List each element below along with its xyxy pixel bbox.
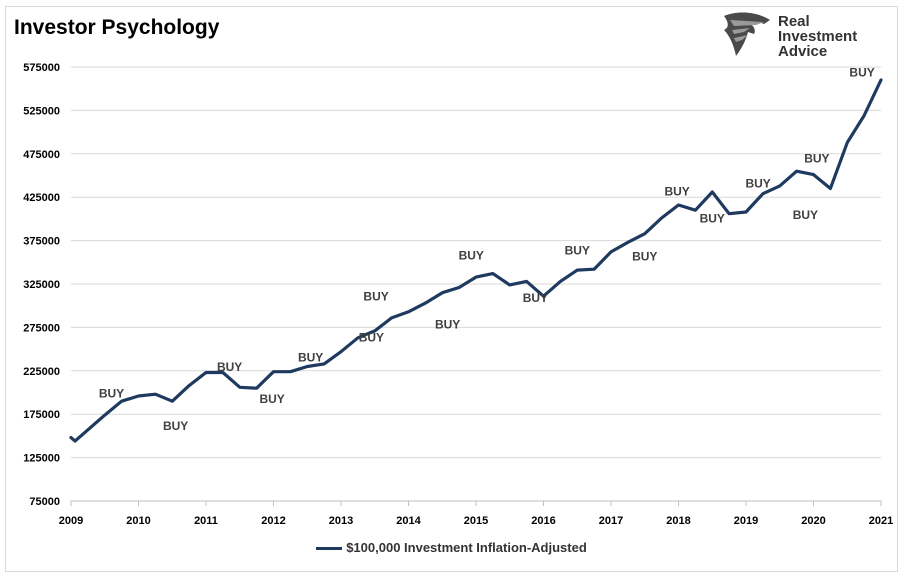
buy-annotation: BUY <box>298 350 323 364</box>
eagle-head-icon <box>724 12 770 56</box>
y-tick-label: 275000 <box>23 322 60 334</box>
y-tick-label: 325000 <box>23 279 60 291</box>
buy-annotation: BUY <box>700 211 725 225</box>
x-tick-label: 2015 <box>464 515 488 527</box>
x-tick-label: 2018 <box>666 515 690 527</box>
y-tick-label: 575000 <box>23 62 60 74</box>
x-tick-label: 2011 <box>194 515 218 527</box>
y-tick-label: 225000 <box>23 366 60 378</box>
buy-annotation: BUY <box>745 177 770 191</box>
buy-annotation: BUY <box>849 66 874 80</box>
buy-annotations: BUY BUY BUY BUY BUY BUY BUY BUY BUY BUY BUY BUY BUY B… <box>99 66 875 433</box>
y-tick-label: 475000 <box>23 149 60 161</box>
buy-annotation: BUY <box>793 208 818 222</box>
y-tick-label: 375000 <box>23 236 60 248</box>
buy-annotation: BUY <box>804 151 829 165</box>
buy-annotation: BUY <box>435 317 460 331</box>
y-axis-ticks: 75000 125000 175000 225000 275000 325000 37500… <box>23 62 60 508</box>
buy-annotation: BUY <box>163 419 188 433</box>
gridlines <box>71 66 881 459</box>
y-tick-label: 175000 <box>23 409 60 421</box>
brand-logo: Real Investment Advice <box>718 10 878 60</box>
buy-annotation: BUY <box>259 392 284 406</box>
buy-annotation: BUY <box>565 243 590 257</box>
buy-annotation: BUY <box>359 330 384 344</box>
x-tick-label: 2020 <box>801 515 825 527</box>
x-tick-label: 2010 <box>126 515 150 527</box>
x-tick-label: 2016 <box>531 515 555 527</box>
x-tick-label: 2014 <box>396 515 421 527</box>
series-layer <box>69 78 883 443</box>
buy-annotation: BUY <box>99 387 124 401</box>
series-line <box>69 78 883 443</box>
legend-series-label: $100,000 Investment Inflation-Adjusted <box>346 540 587 555</box>
x-tick-label: 2012 <box>261 515 285 527</box>
buy-annotation: BUY <box>363 289 388 303</box>
buy-annotation: BUY <box>217 360 242 374</box>
legend-swatch <box>316 547 343 551</box>
buy-annotation: BUY <box>523 291 548 305</box>
buy-annotation: BUY <box>459 249 484 263</box>
logo-text-line2: Investment <box>778 28 858 45</box>
x-tick-label: 2017 <box>599 515 623 527</box>
x-tick-label: 2009 <box>59 515 83 527</box>
logo-text-line3: Advice <box>778 43 828 60</box>
x-tick-label: 2021 <box>869 515 893 527</box>
legend: $100,000 Investment Inflation-Adjusted <box>0 540 903 555</box>
y-tick-label: 125000 <box>23 453 60 465</box>
logo-text-line1: Real <box>778 13 810 30</box>
y-tick-label: 525000 <box>23 105 60 117</box>
buy-annotation: BUY <box>632 250 657 264</box>
x-tick-label: 2019 <box>734 515 758 527</box>
y-tick-label: 425000 <box>23 192 60 204</box>
buy-annotation: BUY <box>664 184 689 198</box>
y-tick-label: 75000 <box>29 496 60 508</box>
x-tick-label: 2013 <box>329 515 353 527</box>
chart-title: Investor Psychology <box>14 16 220 39</box>
x-axis-ticks: 2009 2010 2011 2012 2013 2014 2015 2016 2017 2018… <box>59 501 893 527</box>
